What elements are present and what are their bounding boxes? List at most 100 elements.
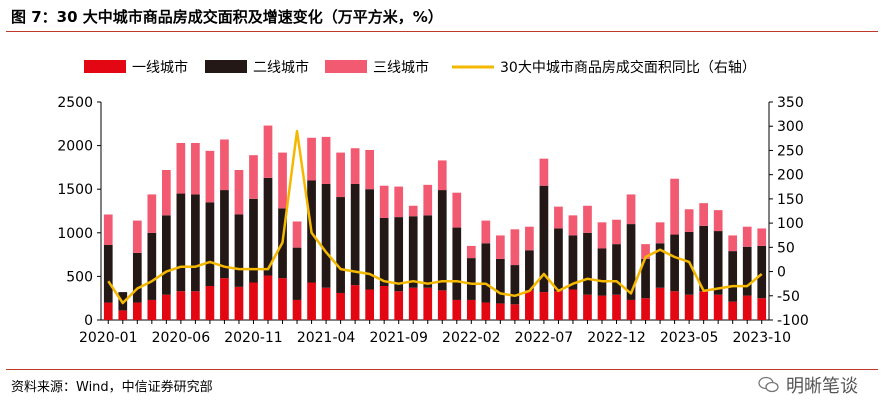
yoy-line	[107, 129, 763, 305]
x-tick-label: 2022-07	[515, 330, 574, 346]
bar-segment	[728, 301, 738, 320]
bar-segment	[437, 290, 447, 320]
watermark-text: 明晰笔谈	[786, 376, 858, 397]
bar-segment	[263, 275, 273, 320]
bar-segment	[205, 285, 215, 320]
bar-segment	[626, 224, 636, 300]
x-tick-label: 2021-09	[369, 330, 428, 346]
bar-segment	[307, 137, 316, 181]
bar-segment	[423, 287, 433, 320]
bar-segment	[466, 258, 476, 300]
bar-segment	[336, 292, 345, 320]
bar-segment	[249, 155, 258, 199]
right-tick-label: 150	[777, 192, 804, 208]
bar-segment	[394, 186, 404, 218]
right-tick-label: 100	[777, 216, 804, 232]
bar-segment	[670, 291, 679, 320]
bar-segment	[583, 294, 592, 320]
bar-segment	[103, 302, 113, 320]
right-tick-label: -50	[777, 289, 800, 305]
bar-segment	[641, 258, 650, 299]
bar-segment	[742, 226, 752, 247]
bar-segment	[103, 214, 113, 246]
bar-segment	[118, 310, 128, 320]
bar-segment	[249, 282, 258, 320]
bar-segment	[554, 291, 563, 320]
bar-segment	[699, 225, 709, 292]
bar-segment	[379, 185, 389, 218]
bar-segment	[713, 294, 723, 320]
bar-segment	[263, 177, 273, 276]
bar-segment	[220, 190, 229, 279]
bars	[103, 125, 767, 320]
x-tick-label: 2022-12	[587, 330, 646, 346]
bar-segment	[539, 185, 549, 293]
bar-segment	[655, 287, 665, 320]
bar-segment	[394, 291, 404, 320]
bar-segment	[568, 289, 578, 320]
wechat-icon	[758, 376, 779, 393]
bar-segment	[583, 232, 592, 295]
legend-label: 二线城市	[253, 59, 309, 76]
bar-segment	[191, 194, 200, 292]
bar-segment	[147, 194, 157, 233]
legend-label: 一线城市	[132, 59, 188, 76]
bar-segment	[234, 286, 244, 320]
bar-segment	[205, 150, 215, 203]
bar-segment	[466, 245, 476, 259]
watermark: 明晰笔谈	[758, 372, 858, 398]
right-tick-label: 0	[777, 265, 786, 281]
bar-segment	[670, 234, 679, 292]
bar-segment	[176, 291, 186, 320]
bar-segment	[321, 183, 331, 288]
right-tick-label: -100	[777, 313, 809, 329]
bar-segment	[452, 227, 462, 300]
bar-segment	[103, 245, 113, 303]
bar-segment	[350, 183, 360, 286]
bar-segment	[263, 125, 273, 178]
bar-segment	[568, 215, 578, 236]
bar-segment	[742, 295, 752, 320]
bar-segment	[510, 229, 520, 266]
bar-segment	[510, 304, 520, 320]
bar-segment	[757, 245, 767, 299]
bar-segment	[670, 178, 679, 235]
bar-segment	[554, 206, 563, 229]
bar-segment	[379, 217, 389, 286]
bar-segment	[350, 148, 360, 184]
legend-label: 30大中城市商品房成交面积同比（右轴）	[500, 59, 756, 76]
bar-segment	[626, 299, 636, 320]
x-tick-label: 2023-10	[732, 330, 791, 346]
bar-segment	[495, 258, 505, 304]
bar-segment	[408, 287, 418, 320]
bar-segment	[176, 142, 186, 194]
bar-segment	[307, 282, 316, 320]
right-tick-label: 350	[777, 95, 804, 111]
bar-segment	[466, 299, 476, 320]
bar-segment	[713, 231, 723, 295]
x-tick-label: 2023-05	[660, 330, 719, 346]
bar-segment	[452, 299, 462, 320]
bar-segment	[684, 209, 694, 232]
bar-segment	[321, 136, 331, 184]
bar-segment	[336, 152, 345, 198]
bar-segment	[423, 215, 433, 288]
bar-segment	[525, 290, 534, 320]
bar-segment	[713, 210, 723, 232]
bar-segment	[612, 219, 621, 245]
bar-segment	[147, 232, 157, 300]
bar-segment	[525, 226, 534, 251]
bar-segment	[728, 235, 738, 252]
bar-segment	[161, 294, 171, 320]
bar-segment	[292, 299, 302, 320]
bar-segment	[568, 235, 578, 290]
right-tick-label: 200	[777, 168, 804, 184]
bar-segment	[626, 194, 636, 225]
bar-segment	[408, 205, 418, 217]
right-tick-label: 300	[777, 119, 804, 135]
bar-segment	[321, 287, 331, 320]
legend: 一线城市 二线城市 三线城市 30大中城市商品房成交面积同比（右轴）	[84, 59, 756, 76]
bar-segment	[597, 248, 607, 296]
bar-segment	[742, 246, 752, 296]
x-tick-label: 2020-01	[79, 330, 138, 346]
